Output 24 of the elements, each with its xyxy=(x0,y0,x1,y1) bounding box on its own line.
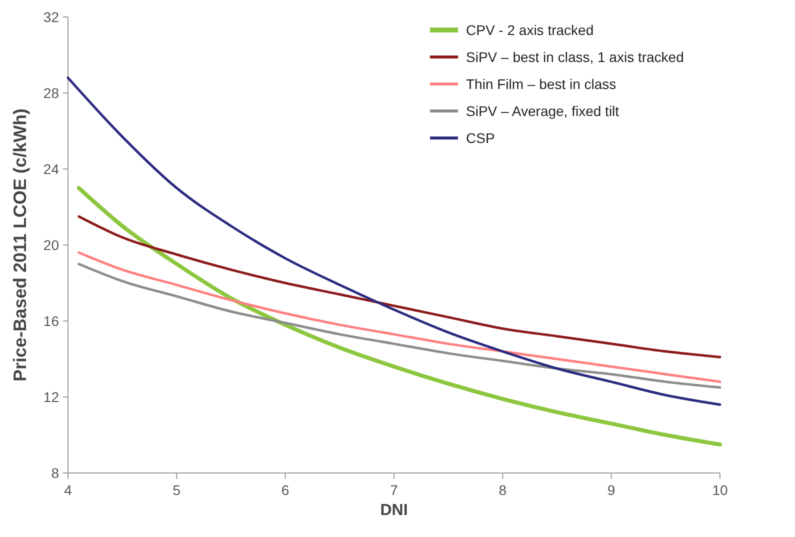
y-tick-label: 8 xyxy=(51,464,60,481)
y-axis-title: Price-Based 2011 LCOE (c/kWh) xyxy=(10,108,30,382)
line-series xyxy=(76,186,722,446)
legend-label: SiPV – Average, fixed tilt xyxy=(466,102,620,119)
y-tick-label: 20 xyxy=(43,236,60,253)
line-series xyxy=(66,76,722,406)
x-tick-label: 6 xyxy=(281,482,290,498)
y-tick-label: 28 xyxy=(43,84,60,101)
legend-label: CSP xyxy=(466,130,495,146)
y-tick-label: 24 xyxy=(43,160,60,177)
legend-label: SiPV – best in class, 1 axis tracked xyxy=(466,48,684,65)
x-tick-label: 9 xyxy=(607,482,616,498)
legend-label: Thin Film – best in class xyxy=(466,76,616,92)
x-tick-label: 10 xyxy=(712,482,728,498)
y-tick-label: 32 xyxy=(43,8,60,25)
y-tick-label: 16 xyxy=(43,312,60,329)
x-axis-title: DNI xyxy=(380,502,408,519)
x-tick-label: 5 xyxy=(172,482,181,498)
line-series xyxy=(78,215,722,358)
x-tick-label: 4 xyxy=(64,482,72,498)
x-tick-label: 8 xyxy=(498,482,507,498)
y-tick-label: 12 xyxy=(43,388,60,405)
x-tick-label: 7 xyxy=(390,482,398,498)
legend-label: CPV - 2 axis tracked xyxy=(466,22,594,38)
